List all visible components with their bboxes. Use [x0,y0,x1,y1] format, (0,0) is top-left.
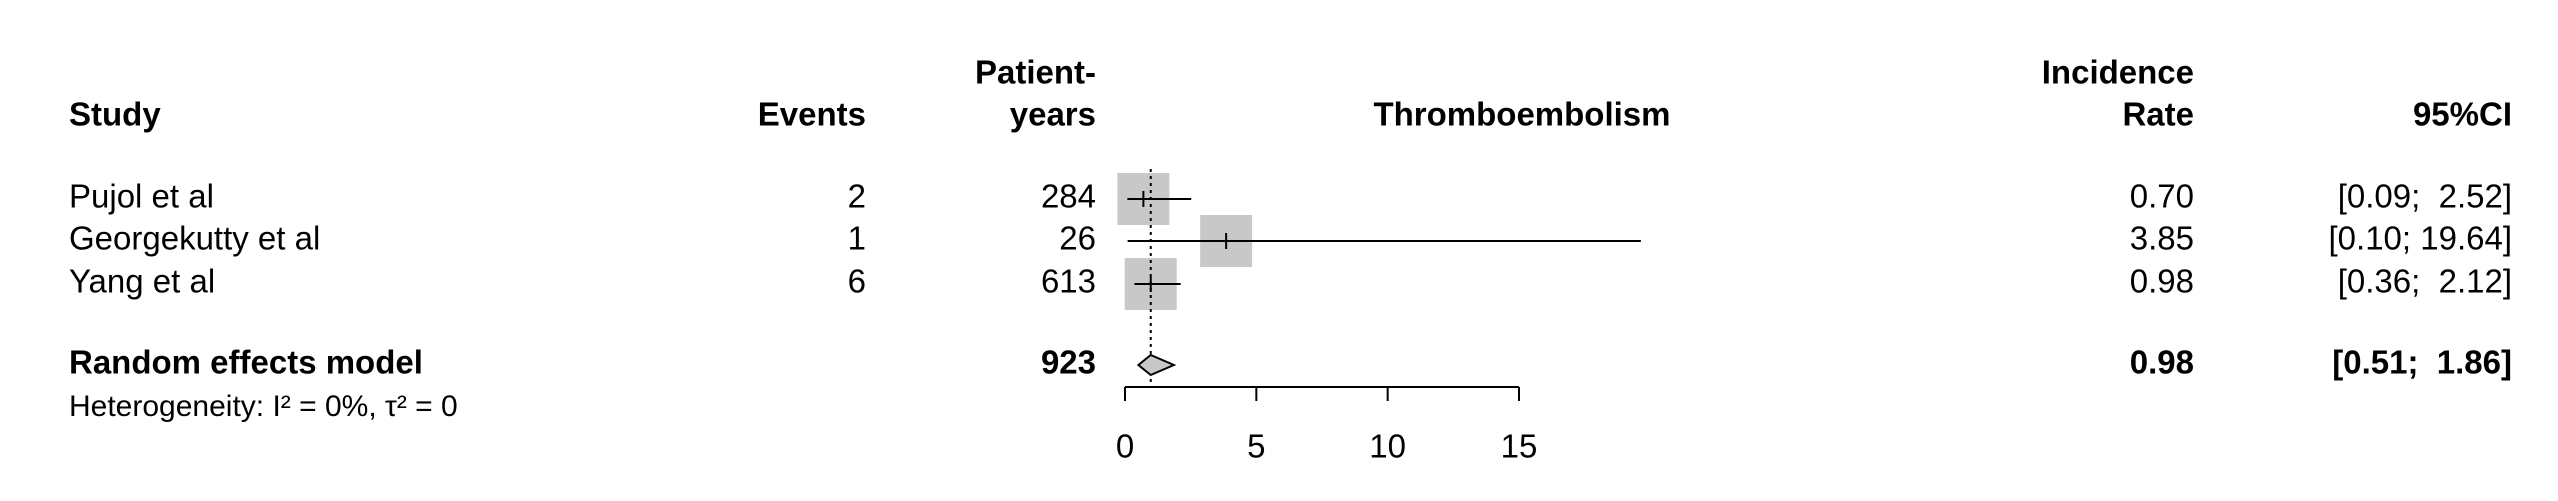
patient-years: 613 [1041,263,1096,300]
patient-years: 26 [1059,220,1096,257]
x-tick-label: 5 [1247,428,1265,465]
events: 6 [848,263,866,300]
events: 1 [848,220,866,257]
ci-label: [0.10; 19.64] [2329,220,2512,257]
header-ci: 95%CI [2413,96,2512,133]
model-rate-label: 0.98 [2130,344,2194,381]
rate-label: 0.98 [2130,263,2194,300]
study-name: Pujol et al [69,178,214,215]
summary-diamond [1136,353,1177,377]
x-tick-label: 10 [1369,428,1406,465]
rate-label: 3.85 [2130,220,2194,257]
ci-label: [0.36; 2.12] [2338,263,2512,300]
x-tick-label: 0 [1116,428,1134,465]
header-patient-years: years [1010,96,1096,133]
header-rate: Incidence [2042,54,2194,91]
model-patient-years: 923 [1041,344,1096,381]
study-name: Georgekutty et al [69,220,320,257]
header-events: Events [758,96,866,133]
events: 2 [848,178,866,215]
header-patient-years: Patient- [975,54,1096,91]
header-rate: Rate [2122,96,2194,133]
model-ci-label: [0.51; 1.86] [2332,344,2512,381]
ci-label: [0.09; 2.52] [2338,178,2512,215]
study-name: Yang et al [69,263,215,300]
rate-label: 0.70 [2130,178,2194,215]
patient-years: 284 [1041,178,1096,215]
header-study: Study [69,96,161,133]
header-plot: Thromboembolism [1373,96,1670,133]
model-name: Random effects model [69,344,423,381]
heterogeneity: Heterogeneity: I² = 0%, τ² = 0 [69,390,458,423]
x-tick-label: 15 [1501,428,1538,465]
